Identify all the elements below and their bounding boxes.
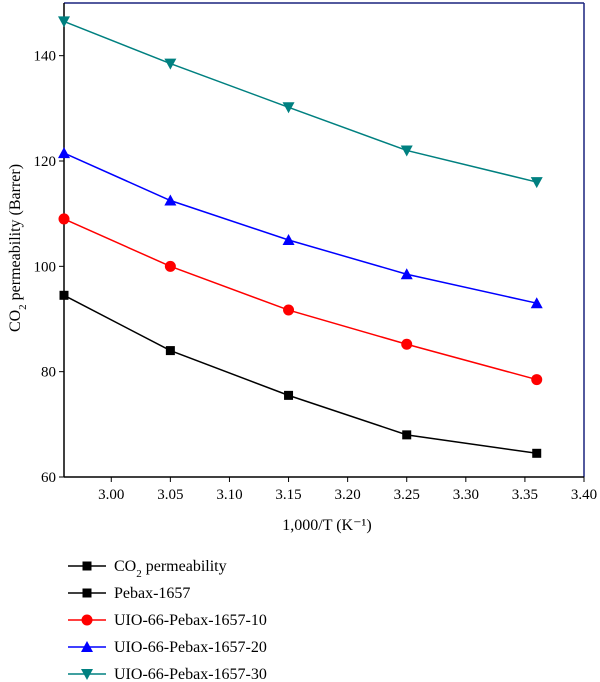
legend-item: UIO-66-Pebax-1657-30 [68,666,267,682]
data-point [532,448,542,458]
legend-marker [81,614,93,626]
x-tick-label: 3.15 [275,487,301,503]
y-tick-label: 140 [34,49,57,65]
data-point [165,346,175,356]
data-point [164,260,176,272]
data-point [530,177,543,189]
data-point [530,297,543,309]
plot-frame [63,2,585,478]
legend-marker [82,588,92,598]
legend-label: UIO-66-Pebax-1657-10 [114,612,267,629]
series-3 [58,147,543,309]
legend-item: Pebax-1657 [68,585,190,602]
legend-label: Pebax-1657 [114,585,190,602]
data-point [164,194,177,206]
legend: CO2 permeability Pebax-1657 UIO-66-Pebax-1… [68,558,267,682]
legend-marker [81,641,93,652]
legend-label: UIO-66-Pebax-1657-30 [114,666,267,682]
data-point [400,268,413,280]
x-tick-label: 3.05 [157,487,183,503]
data-point [400,145,413,157]
legend-item: UIO-66-Pebax-1657-10 [68,612,267,629]
y-tick-label: 60 [41,470,56,486]
data-point [284,390,294,400]
legend-header-label: CO2 permeability [114,558,227,580]
data-point [58,16,70,28]
series-1 [59,290,542,458]
data-point [283,304,295,316]
data-point [58,213,70,225]
y-tick-label: 100 [34,259,57,275]
x-tick-label: 3.10 [216,487,242,503]
x-tick-label: 3.20 [335,487,361,503]
data-point [401,338,413,350]
legend-marker [82,561,92,571]
data-point [58,147,70,159]
y-tick-label: 80 [41,365,56,381]
x-tick-label: 3.30 [453,487,479,503]
data-point [59,290,69,300]
legend-header: CO2 permeability [68,558,227,580]
x-tick-label: 3.00 [98,487,124,503]
y-axis-ticks: 60 80 100 120 140 [34,49,64,486]
data-point [282,102,295,114]
data-point [402,430,412,440]
x-tick-label: 3.25 [394,487,420,503]
x-tick-label: 3.35 [512,487,538,503]
legend-label: UIO-66-Pebax-1657-20 [114,639,267,656]
series-line [63,294,537,455]
legend-item: UIO-66-Pebax-1657-20 [68,639,267,656]
series-4 [58,16,543,189]
legend-marker [81,669,93,680]
y-axis-title: CO2 permeability (Barrer) [7,164,29,332]
series-layer [58,16,543,458]
series-line [63,20,537,183]
x-axis-title: 1,000/T (K⁻¹) [282,517,371,534]
series-2 [58,213,543,386]
data-point [531,374,543,386]
y-tick-label: 120 [34,154,57,170]
x-tick-label: 3.40 [571,487,597,503]
x-axis-ticks: 3.00 3.05 3.10 3.15 3.20 3.25 3.30 3.35 3.40 [98,477,597,503]
data-point [164,58,177,70]
series-line [63,152,537,304]
data-point [282,234,295,245]
